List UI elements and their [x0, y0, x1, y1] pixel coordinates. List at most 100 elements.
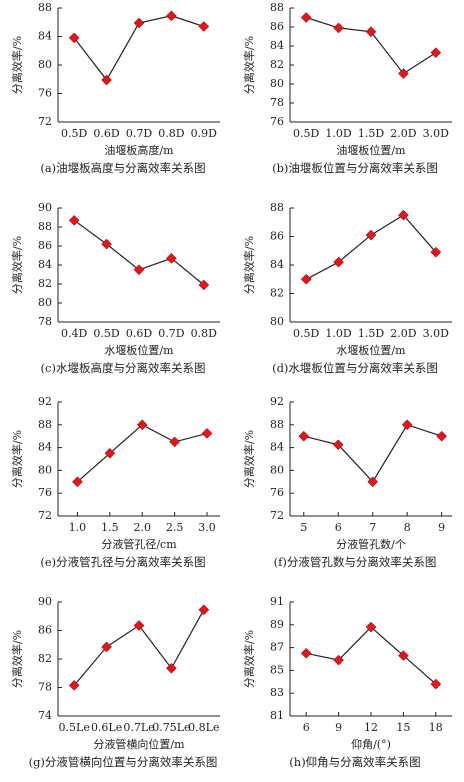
marker [401, 419, 413, 431]
y-axis-label: 分离效率/% [10, 236, 24, 294]
x-tick-label: 5 [300, 521, 307, 534]
caption: (b)油堰板位置与分离效率关系图 [272, 161, 438, 175]
x-tick-label: 0.8Le [188, 721, 219, 734]
marker [133, 620, 145, 631]
y-tick-label: 72 [38, 509, 52, 522]
x-tick-label: 0.6D [93, 127, 119, 140]
marker [101, 238, 112, 250]
y-tick-label: 76 [38, 87, 52, 100]
x-tick-label: 3.0 [198, 521, 216, 534]
x-tick-label: 8 [404, 521, 411, 534]
y-tick-label: 88 [38, 418, 52, 431]
x-tick-label: 1.0D [325, 327, 351, 340]
marker [169, 436, 180, 448]
y-axis-label: 分离效率/% [10, 630, 24, 688]
y-tick-label: 80 [38, 296, 52, 309]
marker [300, 647, 312, 659]
marker [166, 10, 177, 22]
marker [398, 209, 409, 221]
y-tick-label: 85 [270, 663, 284, 676]
marker [166, 662, 177, 674]
marker [133, 264, 145, 276]
y-tick-label: 76 [38, 486, 52, 499]
y-tick-label: 84 [38, 30, 52, 43]
caption: (f)分液管孔数与分离效率关系图 [274, 555, 437, 569]
marker [136, 419, 148, 431]
series-line [77, 424, 208, 483]
marker [332, 439, 344, 451]
x-tick-label: 0.7D [158, 327, 184, 340]
marker [430, 246, 442, 258]
x-tick-label: 6 [335, 521, 342, 534]
x-tick-label: 0.8D [191, 327, 217, 340]
y-tick-label: 78 [38, 681, 52, 694]
y-axis-label: 分离效率/% [10, 430, 24, 488]
y-axis-label: 分离效率/% [242, 236, 256, 294]
x-axis-label: 水堰板位置/m [104, 343, 174, 357]
x-tick-label: 1.0 [69, 521, 87, 534]
marker [333, 654, 344, 666]
marker [430, 678, 442, 690]
x-tick-label: 0.5D [293, 127, 319, 140]
marker [436, 430, 448, 442]
marker [198, 279, 210, 291]
x-tick-label: 0.8D [158, 127, 184, 140]
y-tick-label: 92 [270, 395, 284, 408]
marker [104, 447, 116, 459]
marker [198, 21, 210, 32]
x-axis-label: 水堰板位置/m [336, 343, 406, 357]
y-tick-label: 84 [38, 258, 52, 271]
series-line [306, 16, 437, 75]
y-tick-label: 80 [270, 315, 284, 328]
y-tick-label: 72 [270, 509, 284, 522]
y-tick-label: 88 [270, 201, 284, 214]
marker [166, 252, 177, 264]
x-tick-label: 0.5Le [59, 721, 90, 734]
y-tick-label: 82 [270, 287, 284, 300]
x-tick-label: 0.5D [61, 127, 87, 140]
y-tick-label: 88 [270, 418, 284, 431]
x-tick-label: 0.6Le [91, 721, 122, 734]
x-axis-label: 仰角/(°) [351, 737, 391, 751]
y-tick-label: 83 [270, 686, 284, 699]
x-tick-label: 7 [369, 521, 376, 534]
marker [68, 214, 80, 226]
x-tick-label: 2.0D [390, 127, 416, 140]
x-tick-label: 3.0D [423, 127, 449, 140]
y-tick-label: 80 [38, 58, 52, 71]
y-tick-label: 88 [270, 1, 284, 14]
marker [101, 74, 112, 86]
y-tick-label: 90 [38, 595, 52, 608]
y-axis-label: 分离效率/% [242, 630, 256, 688]
series-line [305, 214, 437, 280]
x-axis-label: 油堰板位置/m [336, 143, 406, 157]
x-tick-label: 0.75Le [152, 721, 190, 734]
y-tick-label: 89 [270, 618, 284, 631]
marker [198, 604, 210, 616]
y-tick-label: 84 [270, 441, 284, 454]
y-tick-label: 92 [38, 395, 52, 408]
marker [68, 32, 80, 44]
y-axis-label: 分离效率/% [242, 36, 256, 94]
marker [365, 621, 377, 633]
y-tick-label: 84 [270, 39, 284, 52]
y-tick-label: 81 [270, 709, 284, 722]
x-tick-label: 1.5D [358, 127, 384, 140]
marker [298, 430, 310, 442]
x-axis-label: 分液管孔径/cm [101, 537, 177, 551]
x-tick-label: 1.0D [325, 127, 351, 140]
x-axis-label: 油堰板高度/m [104, 143, 174, 157]
marker [398, 650, 409, 661]
series-line [306, 626, 437, 685]
y-tick-label: 76 [270, 486, 284, 499]
x-axis-label: 分液管横向位置/m [93, 737, 185, 751]
y-tick-label: 80 [270, 463, 284, 476]
x-tick-label: 2.0 [133, 521, 151, 534]
marker [333, 256, 344, 268]
marker [201, 427, 213, 439]
marker [398, 68, 409, 79]
y-tick-label: 88 [38, 220, 52, 233]
x-tick-label: 18 [429, 721, 443, 734]
y-tick-label: 82 [38, 652, 52, 665]
